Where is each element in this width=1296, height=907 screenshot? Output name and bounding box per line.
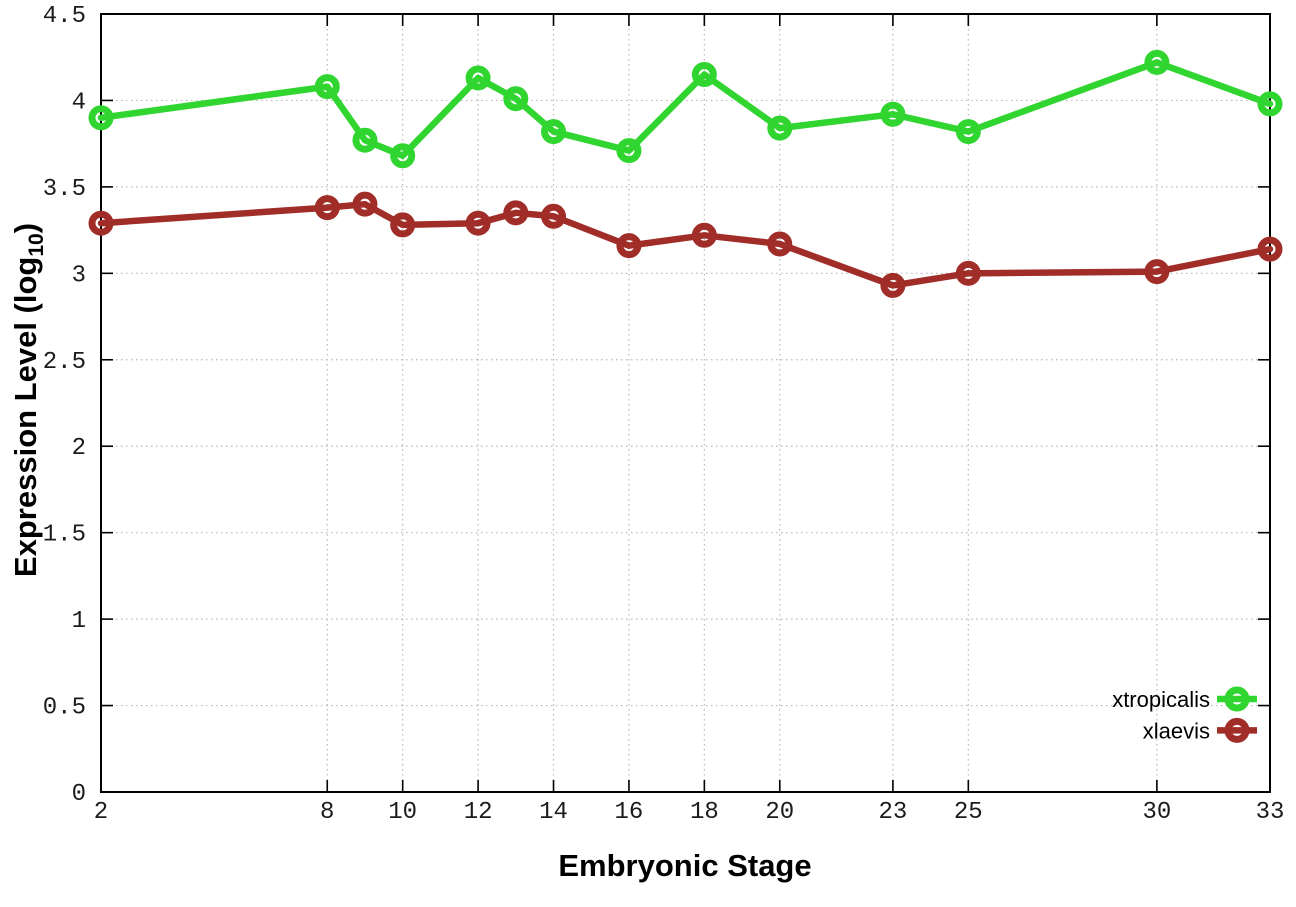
data-point-xtropicalis	[691, 62, 717, 88]
x-tick-label: 16	[615, 799, 644, 826]
legend-entry-xlaevis: xlaevis	[1143, 717, 1257, 743]
data-point-xtropicalis	[767, 115, 793, 141]
y-tick-label: 1.5	[43, 522, 86, 549]
data-point-xtropicalis	[616, 138, 642, 164]
y-tick-label: 4.5	[43, 3, 86, 30]
plot-border	[100, 13, 1271, 793]
data-point-xlaevis	[880, 272, 906, 298]
data-point-xtropicalis	[541, 119, 567, 145]
y-axis-label: Expression Level (log10)	[8, 223, 48, 577]
data-point-xtropicalis	[465, 65, 491, 91]
data-point-xtropicalis	[314, 74, 340, 100]
data-point-xlaevis	[352, 191, 378, 217]
data-point-xlaevis	[88, 210, 114, 236]
data-point-xlaevis	[767, 231, 793, 257]
data-point-xtropicalis	[880, 101, 906, 127]
y-tick-label: 2	[72, 435, 86, 462]
legend-label-xlaevis: xlaevis	[1143, 718, 1210, 743]
x-tick-label: 20	[765, 799, 794, 826]
x-tick-label: 14	[539, 799, 568, 826]
x-tick-label: 8	[320, 799, 334, 826]
x-tick-label: 30	[1142, 799, 1171, 826]
series-line-xtropicalis	[97, 59, 1274, 160]
data-point-xtropicalis	[390, 143, 416, 169]
data-point-xtropicalis	[503, 86, 529, 112]
data-point-xlaevis	[465, 210, 491, 236]
y-tick-label: 1	[72, 608, 86, 635]
y-tick-label: 4	[72, 89, 86, 116]
data-point-xtropicalis	[1144, 49, 1170, 75]
data-point-xlaevis	[314, 195, 340, 221]
x-tick-label: 10	[388, 799, 417, 826]
y-tick-label: 3	[72, 262, 86, 289]
data-point-xlaevis	[691, 222, 717, 248]
legend-label-xtropicalis: xtropicalis	[1112, 687, 1210, 712]
y-tick-label: 2.5	[43, 349, 86, 376]
data-point-xtropicalis	[352, 127, 378, 153]
data-point-xlaevis	[1144, 259, 1170, 285]
data-point-xlaevis	[955, 260, 981, 286]
axis-layer: 2 8 10 12 14 16 18 20 23 25 30 33 0 0.5 1 1.5 2 2.5 3 3.5 4 4…	[43, 3, 1285, 826]
data-point-xlaevis	[503, 200, 529, 226]
x-tick-label: 18	[690, 799, 719, 826]
data-point-xlaevis	[616, 233, 642, 259]
y-tick-label: 0.5	[43, 695, 86, 722]
data-point-xtropicalis	[88, 105, 114, 131]
data-point-xlaevis	[541, 203, 567, 229]
x-tick-label: 33	[1256, 799, 1285, 826]
x-tick-label: 12	[464, 799, 493, 826]
x-tick-label: 25	[954, 799, 983, 826]
series-layer	[88, 49, 1283, 298]
grid-layer	[101, 14, 1270, 792]
legend: xtropicalis xlaevis	[1112, 686, 1257, 743]
data-point-xtropicalis	[1257, 91, 1283, 117]
x-axis-label: Embryonic Stage	[558, 848, 811, 883]
y-tick-label: 3.5	[43, 176, 86, 203]
legend-entry-xtropicalis: xtropicalis	[1112, 686, 1257, 712]
x-tick-label: 23	[878, 799, 907, 826]
data-point-xlaevis	[1257, 236, 1283, 262]
data-point-xlaevis	[390, 212, 416, 238]
legend-sample-marker	[1224, 686, 1250, 712]
y-tick-label: 0	[72, 781, 86, 808]
legend-sample-marker	[1224, 717, 1250, 743]
data-point-xtropicalis	[955, 119, 981, 145]
x-tick-label: 2	[94, 799, 108, 826]
